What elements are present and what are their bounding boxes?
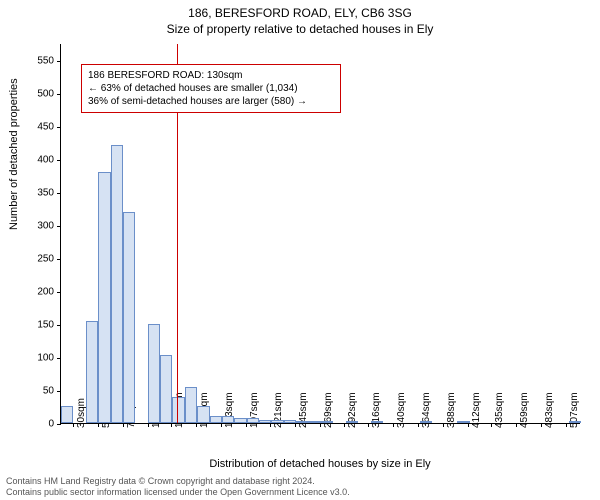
footer: Contains HM Land Registry data © Crown c…: [6, 476, 350, 498]
histogram-bar: [123, 212, 135, 423]
page-title-line1: 186, BERESFORD ROAD, ELY, CB6 3SG: [0, 0, 600, 20]
ytick-label: 400: [37, 154, 54, 165]
annotation-line3: 36% of semi-detached houses are larger (…: [88, 95, 334, 108]
histogram-bar: [271, 420, 283, 423]
xtick-mark: [418, 423, 419, 427]
ytick-label: 550: [37, 55, 54, 66]
xtick-mark: [73, 423, 74, 427]
histogram-bar: [321, 421, 333, 423]
ytick-label: 450: [37, 121, 54, 132]
histogram-bar: [569, 421, 581, 423]
histogram-bar: [346, 421, 358, 423]
xtick-mark: [246, 423, 247, 427]
histogram-bar: [98, 172, 110, 423]
xtick-mark: [196, 423, 197, 427]
xtick-mark: [344, 423, 345, 427]
ytick-mark: [57, 358, 61, 359]
ytick-mark: [57, 391, 61, 392]
annotation-box: 186 BERESFORD ROAD: 130sqm← 63% of detac…: [81, 64, 341, 113]
histogram-bar: [148, 324, 160, 423]
xtick-mark: [443, 423, 444, 427]
histogram-bar: [284, 420, 296, 423]
ytick-mark: [57, 193, 61, 194]
xtick-mark: [516, 423, 517, 427]
ytick-label: 100: [37, 352, 54, 363]
ytick-label: 300: [37, 220, 54, 231]
xtick-mark: [491, 423, 492, 427]
histogram-bar: [420, 421, 432, 423]
histogram-bar: [222, 416, 234, 423]
page-title-line2: Size of property relative to detached ho…: [0, 20, 600, 36]
histogram-bar: [160, 355, 172, 423]
footer-line1: Contains HM Land Registry data © Crown c…: [6, 476, 350, 487]
histogram-bar: [296, 421, 308, 423]
histogram-bar: [247, 418, 259, 423]
xtick-mark: [468, 423, 469, 427]
xtick-label: 483sqm: [544, 392, 555, 428]
xtick-mark: [541, 423, 542, 427]
histogram-bar: [259, 420, 271, 423]
xtick-mark: [393, 423, 394, 427]
histogram-bar: [172, 397, 184, 423]
y-axis-label: Number of detached properties: [8, 78, 20, 230]
histogram-bar: [210, 416, 222, 423]
histogram-bar: [234, 418, 246, 423]
ytick-label: 350: [37, 187, 54, 198]
histogram-bar: [197, 406, 209, 423]
xtick-mark: [171, 423, 172, 427]
histogram-bar: [371, 421, 383, 423]
ytick-mark: [57, 292, 61, 293]
ytick-mark: [57, 325, 61, 326]
ytick-mark: [57, 226, 61, 227]
xtick-mark: [566, 423, 567, 427]
xtick-label: 388sqm: [446, 392, 457, 428]
ytick-label: 200: [37, 286, 54, 297]
ytick-label: 50: [43, 385, 54, 396]
xtick-mark: [98, 423, 99, 427]
ytick-mark: [57, 259, 61, 260]
ytick-label: 500: [37, 88, 54, 99]
histogram-bar: [457, 421, 469, 423]
xtick-mark: [295, 423, 296, 427]
xtick-mark: [368, 423, 369, 427]
xtick-mark: [123, 423, 124, 427]
ytick-label: 0: [48, 419, 54, 430]
annotation-line2: ← 63% of detached houses are smaller (1,…: [88, 82, 334, 95]
ytick-mark: [57, 424, 61, 425]
xtick-mark: [148, 423, 149, 427]
ytick-mark: [57, 127, 61, 128]
x-axis-label: Distribution of detached houses by size …: [60, 458, 580, 470]
histogram-bar: [111, 145, 123, 423]
ytick-mark: [57, 94, 61, 95]
ytick-label: 250: [37, 253, 54, 264]
histogram-bar: [61, 406, 73, 423]
xtick-mark: [270, 423, 271, 427]
xtick-label: 340sqm: [396, 392, 407, 428]
histogram-bar: [86, 321, 98, 423]
xtick-label: 412sqm: [471, 392, 482, 428]
footer-line2: Contains public sector information licen…: [6, 487, 350, 498]
xtick-mark: [221, 423, 222, 427]
xtick-label: 435sqm: [494, 392, 505, 428]
chart-container: 05010015020025030035040045050055030sqm54…: [60, 44, 580, 424]
histogram-bar: [309, 421, 321, 423]
ytick-label: 150: [37, 319, 54, 330]
xtick-mark: [320, 423, 321, 427]
ytick-mark: [57, 160, 61, 161]
annotation-line1: 186 BERESFORD ROAD: 130sqm: [88, 69, 334, 82]
xtick-label: 459sqm: [519, 392, 530, 428]
ytick-mark: [57, 61, 61, 62]
plot-area: 05010015020025030035040045050055030sqm54…: [60, 44, 580, 424]
histogram-bar: [185, 387, 197, 423]
